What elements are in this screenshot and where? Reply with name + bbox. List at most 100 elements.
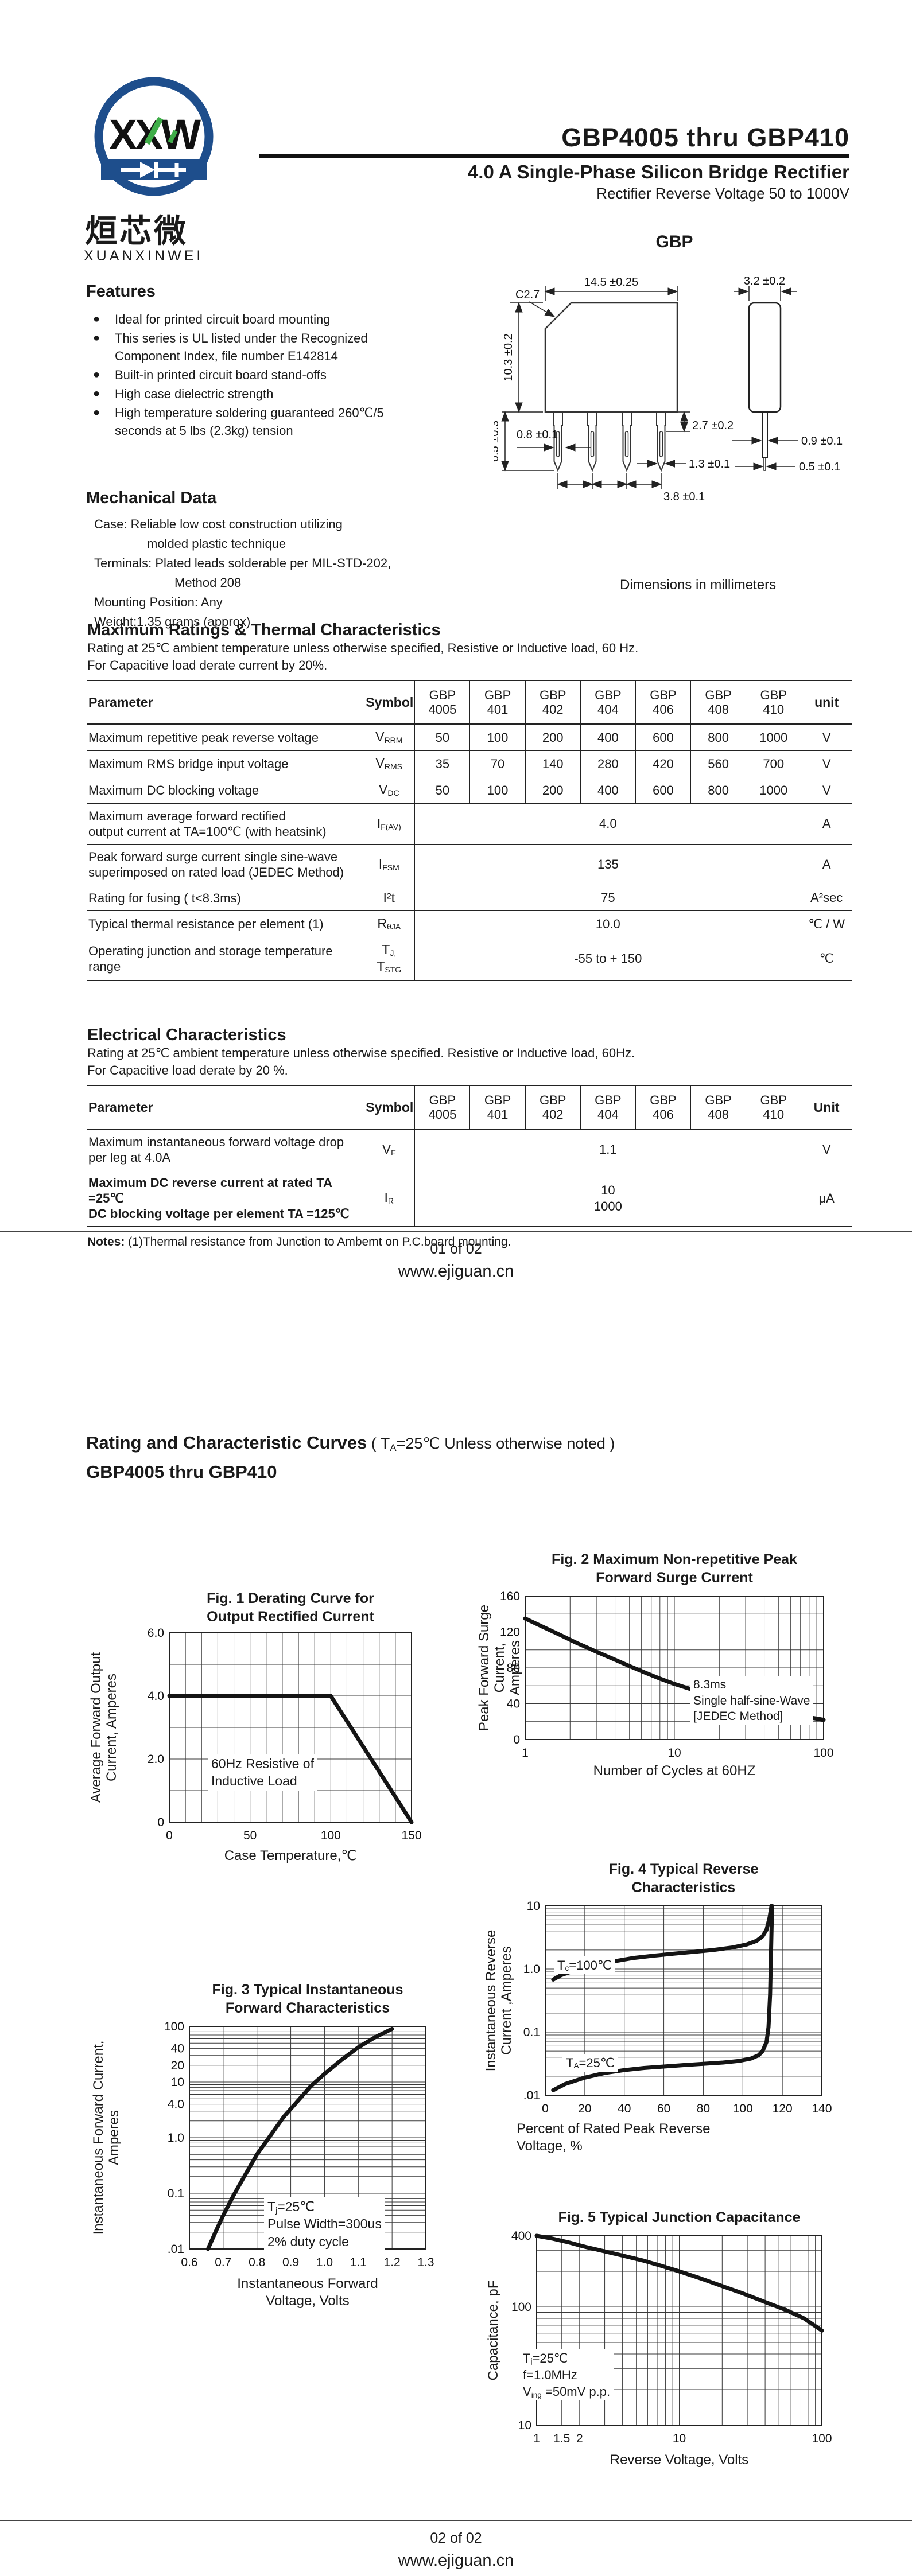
symbol-cell: I²t [363,885,415,911]
table-row: Maximum instantaneous forward voltage dr… [87,1129,852,1170]
dim-lead-thickness: 0.9 ±0.1 [801,435,843,448]
series-derating [167,1694,414,1824]
svg-text:10: 10 [171,2076,184,2089]
page-title: GBP4005 thru GBP410 [561,123,849,152]
symbol-line: IF(AV) [377,815,401,831]
chart-annotation: Tc=100℃ [554,1956,615,1975]
y-axis-label-line: Amperes [106,2110,122,2166]
svg-text:400: 400 [511,2229,531,2243]
fig2-surge-current-plot: 1 10 100 0 40 80 120 160 [500,1590,834,1760]
ratings-table: Parameter Symbol GBP 4005 GBP 401 GBP 402 GBP 404… [87,680,852,981]
svg-text:120: 120 [500,1626,520,1639]
cell-line: Operating junction and storage temperatu… [88,944,333,958]
x-axis-label: Reverse Voltage, Volts [508,2452,851,2469]
col-header-model: GBP 402 [525,680,581,725]
feature-line: Built-in printed circuit board stand-off… [115,368,327,382]
company-logo: XXW [94,77,214,196]
col-header-model: GBP 4005 [414,680,470,725]
svg-text:0.7: 0.7 [215,2256,231,2269]
cell-line: Maximum average forward rectified [88,809,286,823]
symbol-cell: VRMS [363,750,415,777]
cell-line: Maximum DC reverse current at rated TA =… [88,1176,332,1205]
cell-line: GBP [539,688,566,702]
bullet-icon: ● [93,406,100,419]
dim-body-height: 10.3 ±0.2 [502,333,515,381]
feature-text: High case dielectric strength [115,385,273,403]
curves-title: Rating and Characteristic Curves [86,1433,367,1453]
merged-value-cell: 75 [414,885,801,911]
param-cell: Peak forward surge current single sine-w… [87,844,363,885]
cell-line: 4005 [428,702,457,717]
dim-pitch: 3.8 ±0.1 [663,491,705,503]
svg-text:2: 2 [576,2432,583,2445]
package-outline-drawing: 14.5 ±0.25 C2.7 10.3 ±0.2 6.5 ±0.3 0.8 ±… [494,275,843,503]
page2-website: www.ejiguan.cn [398,2551,514,2570]
cell-line: GBP [429,688,456,702]
param-cell: Typical thermal resistance per element (… [87,910,363,937]
mechanical-line: molded plastic technique [147,536,286,551]
curves-note: ( TA=25℃ Unless otherwise noted ) [367,1435,615,1453]
annotation-line: Inductive Load [211,1773,297,1789]
param-cell: Operating junction and storage temperatu… [87,937,363,980]
svg-text:4.0: 4.0 [168,2098,184,2111]
col-header-model: GBP 404 [580,1085,636,1130]
mechanical-line: Case: Reliable low cost construction uti… [94,517,343,531]
col-header-model: GBP 404 [580,680,636,725]
feature-line: High temperature soldering guaranteed 26… [115,406,384,420]
dim-lead-length: 6.5 ±0.3 [494,421,501,462]
feature-line: Ideal for printed circuit board mounting [115,312,331,326]
fig5-junction-capacitance-plot: 1 1.5 2 10 100 400 100 10 [511,2229,832,2445]
annotation-line: Pulse Width=300us [267,2216,382,2232]
cell-line: GBP [484,688,511,702]
grid-lines [169,1633,412,1822]
figure-title-line: Fig. 2 Maximum Non-repetitive Peak [552,1551,797,1567]
y-axis-label: Average Forward Output Current, Amperes [88,1633,119,1822]
cell-line: Peak forward surge current single sine-w… [88,850,338,864]
curves-header: Rating and Characteristic Curves ( TA=25… [86,1430,867,1485]
table-row: Maximum RMS bridge input voltage VRMS 35 70… [87,750,852,777]
dim-shoulder: 2.7 ±0.2 [692,419,734,432]
x-axis-label: Instantaneous Forward Voltage, Volts [161,2275,455,2310]
tick-labels: 1 1.5 2 10 100 400 100 10 [511,2229,832,2445]
svg-text:60: 60 [657,2102,670,2115]
series-cj-curve [534,2233,824,2333]
electrical-table: Parameter Symbol GBP 4005 GBP 401 GBP 402 GBP 404… [87,1085,852,1227]
electrical-section: Electrical Characteristics Rating at 25℃… [87,1026,852,1249]
dimensions-caption: Dimensions in millimeters [620,577,777,593]
y-axis-label: Capacitance, pF [486,2236,501,2425]
value-cell: 800 [690,723,746,751]
cell-line: GBP [650,688,677,702]
table-row: Maximum DC blocking voltage VDC 50 100 200 40… [87,777,852,804]
y-axis-label: Instantaneous Forward Current, Amperes [91,2026,122,2249]
svg-text:1: 1 [533,2432,540,2445]
annotation-line: 8.3ms [693,1678,727,1691]
value-cell: 200 [525,723,581,751]
dim-slot-width: 1.3 ±0.1 [689,458,730,470]
merged-value-cell: 1.1 [414,1129,801,1170]
unit-cell: V [801,1129,852,1170]
symbol-line: I²t [383,890,395,905]
feature-item: ● High temperature soldering guaranteed 2… [86,404,488,439]
dim-side-width: 3.2 ±0.2 [744,275,785,287]
cell-line: 404 [597,1107,619,1122]
bullet-icon: ● [93,313,100,325]
symbol-line: TSTG [377,959,402,974]
cell-line: -55 to + 150 [574,951,642,966]
svg-text:100: 100 [164,2020,184,2033]
col-header-symbol: Symbol [363,1085,415,1130]
cell-line: 404 [597,702,619,717]
logo-green-accent [144,116,164,145]
svg-text:80: 80 [507,1661,520,1675]
figure-title: Fig. 3 Typical Instantaneous Forward Char… [143,1980,472,2017]
tick-labels: 0 50 100 150 0 2.0 4.0 6.0 [148,1626,422,1842]
svg-text:80: 80 [697,2102,710,2115]
x-axis-label-line: Percent of Rated Peak Reverse [517,2121,711,2137]
param-cell: Maximum DC reverse current at rated TA =… [87,1170,363,1227]
cell-line: GBP [484,1093,511,1107]
series-vf-curve [205,2026,394,2251]
svg-text:40: 40 [507,1698,520,1711]
y-axis-label-line: Instantaneous Forward Current, [91,2040,106,2235]
grid-lines [537,2236,822,2425]
y-axis-label-line: Average Forward Output [88,1652,104,1803]
cell-line: output current at TA=100℃ (with heatsink… [88,824,327,839]
